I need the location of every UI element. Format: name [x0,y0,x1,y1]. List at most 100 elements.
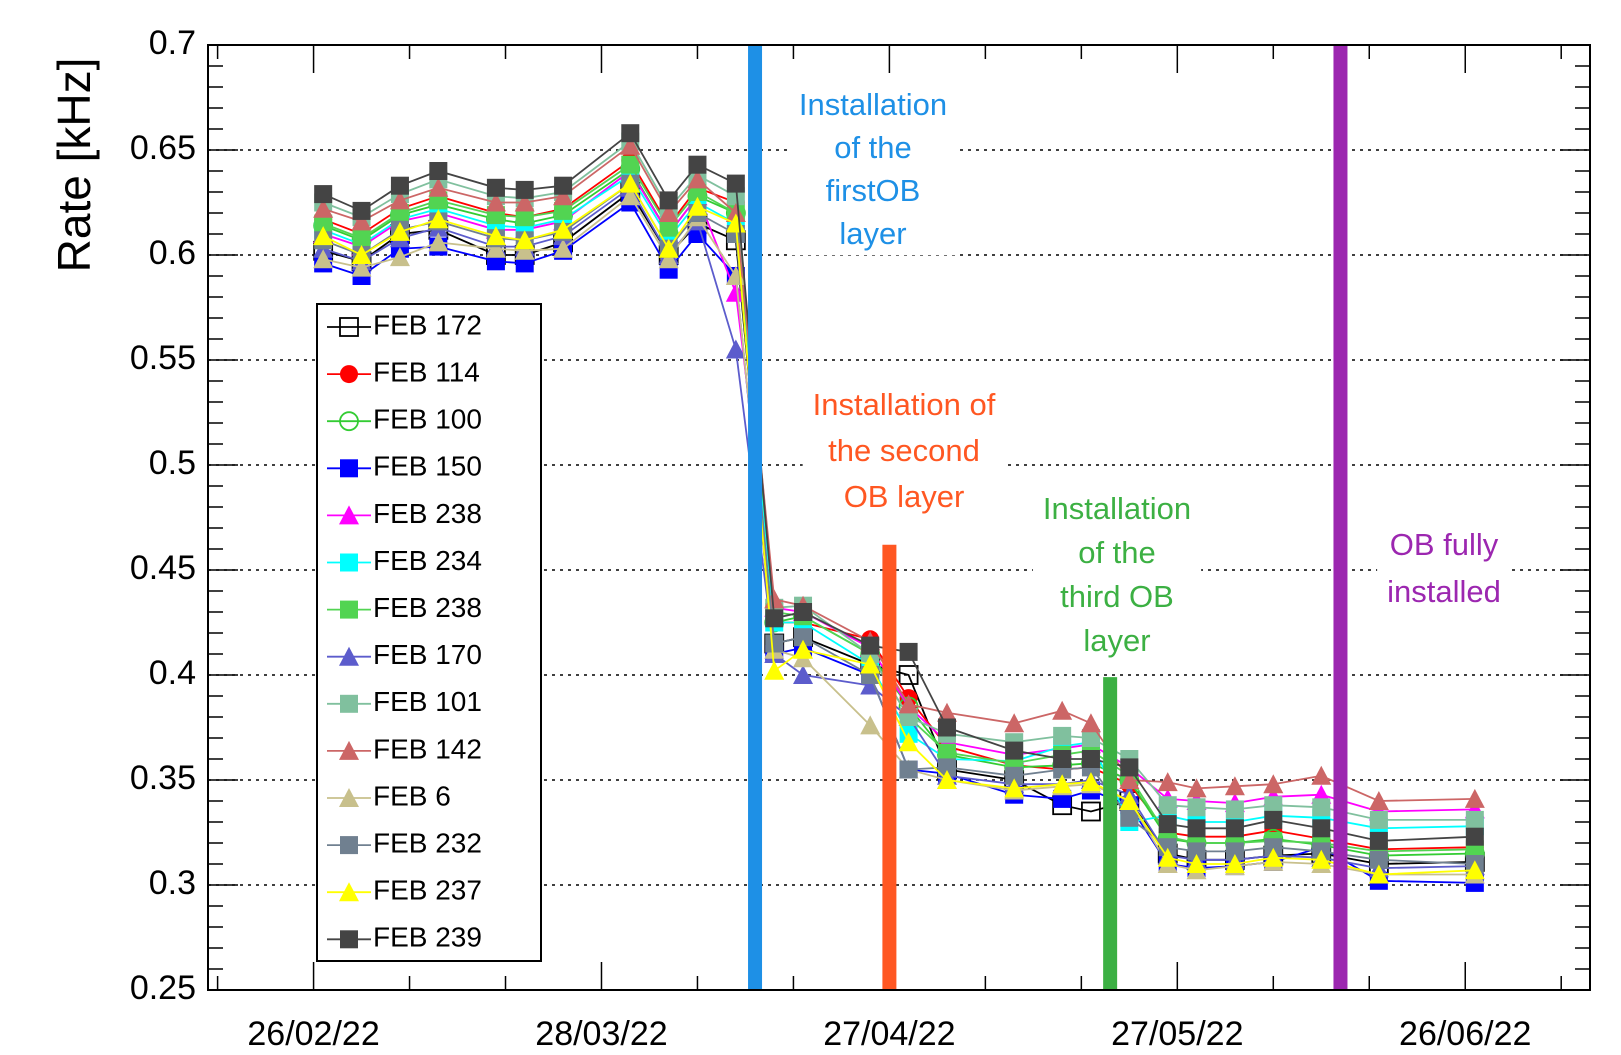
data-point [620,173,641,193]
data-point [1004,713,1025,733]
data-point [351,257,372,277]
data-point [688,155,707,174]
legend-label: FEB 100 [373,404,482,435]
data-point [1186,854,1207,873]
data-point [687,196,708,216]
data-point [794,628,813,647]
annotation-text: of the [834,130,912,165]
annotation-box [1032,487,1202,663]
legend-label: FEB 172 [373,309,482,340]
y-tick-label: 0.25 [130,969,196,1007]
data-point [1053,726,1072,745]
data-point [553,238,574,258]
data-point [621,155,640,174]
legend-marker [340,553,358,572]
data-point [1081,729,1100,747]
legend-marker [339,882,359,902]
data-point [725,213,746,233]
data-point [725,282,746,302]
data-point [429,162,448,180]
data-point [793,665,814,684]
data-point [1052,700,1073,720]
legend-label: FEB 239 [373,922,482,953]
legend-marker [340,365,358,384]
data-point [554,176,573,195]
legend-marker [339,411,359,432]
legend-marker [339,317,359,337]
data-point [726,174,745,193]
data-point [428,209,449,229]
plot-frame [207,44,1591,991]
data-point [1157,772,1178,792]
data-point [860,715,881,735]
x-tick-label: 26/06/22 [1399,1015,1531,1053]
data-point [1311,849,1332,869]
data-point [1311,765,1332,785]
legend-label: FEB 238 [373,498,482,529]
legend-label: FEB 238 [373,592,482,623]
legend-label: FEB 237 [373,875,482,906]
data-point [658,203,679,222]
legend-label: FEB 234 [373,545,482,576]
data-point [860,654,881,674]
data-point [1263,847,1284,867]
data-point [936,770,957,789]
data-point [1081,750,1100,768]
x-tick-label: 28/03/22 [535,1015,667,1053]
data-point [313,249,334,269]
data-point [1369,850,1388,869]
data-point [1120,808,1139,827]
data-point [899,642,918,661]
data-point [1464,788,1485,808]
data-point [1158,796,1177,815]
annotation-text: Installation of [813,387,996,422]
data-point [861,636,880,655]
data-point [1263,774,1284,794]
data-point [937,758,956,777]
data-point [937,718,956,737]
data-point [1081,801,1101,822]
data-point [485,238,506,258]
legend-marker [340,600,358,619]
data-point [515,180,534,199]
data-point [515,208,534,227]
data-point [390,176,409,195]
legend-label: FEB 142 [373,733,482,764]
data-point [621,124,640,143]
data-point [352,229,371,248]
data-point [1187,798,1206,817]
data-point [1005,766,1024,785]
data-point [1312,798,1331,817]
data-point [1264,810,1283,829]
data-point [351,211,372,231]
y-tick-label: 0.35 [130,759,196,797]
data-point [1225,819,1244,838]
data-point [898,694,919,714]
y-tick-label: 0.7 [149,24,196,62]
data-point [1004,778,1025,798]
legend-marker [340,930,358,949]
data-point [1368,791,1389,810]
data-point [314,185,333,204]
legend-label: FEB 6 [373,780,451,811]
data-point [1187,819,1206,838]
y-tick-label: 0.65 [130,129,196,167]
data-point [389,247,410,267]
data-point [553,219,574,239]
data-point [658,238,679,258]
data-point [1005,741,1024,760]
data-point [514,192,535,212]
data-point [1080,772,1101,792]
data-point [1368,864,1389,884]
data-point [553,186,574,206]
data-point [485,192,506,212]
data-point [1465,810,1484,829]
legend-marker [340,459,358,478]
data-point [554,201,573,220]
legend-marker [339,788,359,807]
annotation: Installation of the second OB layer [802,383,1006,519]
data-point [314,214,333,233]
data-point [1053,750,1072,768]
legend-label: FEB 101 [373,686,482,717]
